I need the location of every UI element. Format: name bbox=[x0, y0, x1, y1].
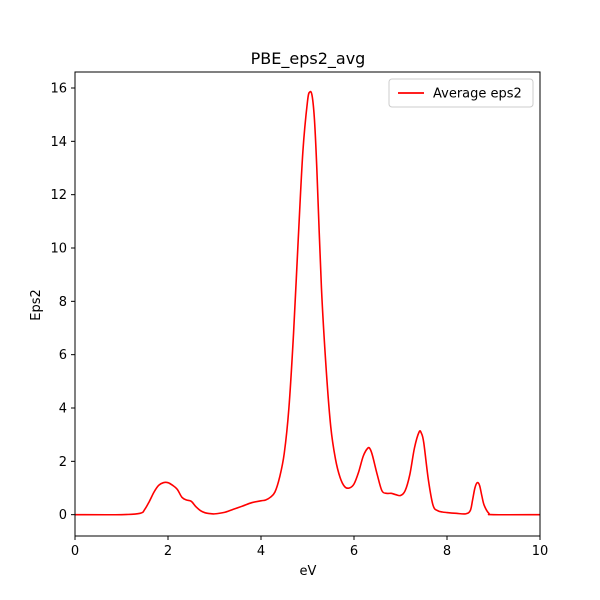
x-tick-label: 8 bbox=[443, 544, 451, 559]
x-tick-label: 2 bbox=[164, 544, 172, 559]
chart-title: PBE_eps2_avg bbox=[251, 49, 366, 69]
y-tick-label: 16 bbox=[50, 82, 67, 97]
plot-area: 0 2 4 6 8 10 0 2 4 6 8 10 12 14 16 Average eps2 bbox=[50, 71, 549, 559]
legend-label: Average eps2 bbox=[433, 87, 522, 102]
y-tick-label: 10 bbox=[50, 242, 67, 257]
y-tick-label: 14 bbox=[50, 135, 67, 150]
y-tick-label: 4 bbox=[59, 402, 67, 417]
y-axis-label: Eps2 bbox=[29, 289, 44, 321]
x-axis-label: eV bbox=[300, 564, 317, 579]
legend-box bbox=[388, 78, 534, 108]
x-tick-label: 4 bbox=[257, 544, 265, 559]
y-tick-label: 0 bbox=[59, 508, 67, 523]
axes-frame bbox=[74, 71, 541, 537]
x-tick-label: 0 bbox=[71, 544, 79, 559]
y-tick-label: 2 bbox=[59, 455, 67, 470]
y-tick-label: 8 bbox=[59, 295, 67, 310]
series-line-0 bbox=[75, 90, 540, 516]
x-tick-label: 10 bbox=[532, 544, 549, 559]
y-tick-label: 12 bbox=[50, 188, 67, 203]
x-tick-label: 6 bbox=[350, 544, 358, 559]
y-tick-label: 6 bbox=[59, 348, 67, 363]
